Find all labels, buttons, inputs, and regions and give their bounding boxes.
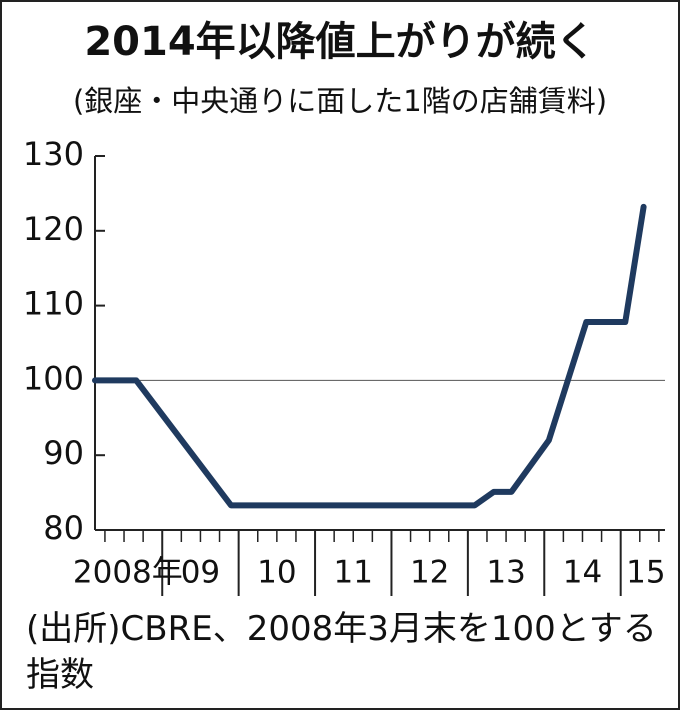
x-tick-label: 09: [181, 555, 220, 591]
x-tick-label: 2008年: [73, 555, 183, 591]
x-tick-label: 11: [334, 555, 373, 591]
data-line: [92, 203, 647, 509]
x-tick-label: 10: [257, 555, 296, 591]
y-tick-label: 80: [43, 509, 84, 547]
x-tick-label: 14: [563, 555, 602, 591]
source-note: (出所)CBRE、2008年3月末を100とする指数: [26, 609, 657, 695]
y-tick-label: 130: [23, 135, 84, 173]
x-tick-label: 15: [626, 555, 665, 591]
x-tick-label: 13: [486, 555, 525, 591]
chart-subtitle: (銀座・中央通りに面した1階の店舗賃料): [73, 84, 607, 118]
y-tick-label: 110: [23, 285, 84, 323]
y-tick-label: 90: [43, 434, 84, 472]
y-tick-label: 120: [23, 210, 84, 248]
x-tick-label: 12: [410, 555, 449, 591]
y-tick-label: 100: [23, 359, 84, 397]
chart-title: 2014年以降値上がりが続く: [84, 19, 595, 65]
